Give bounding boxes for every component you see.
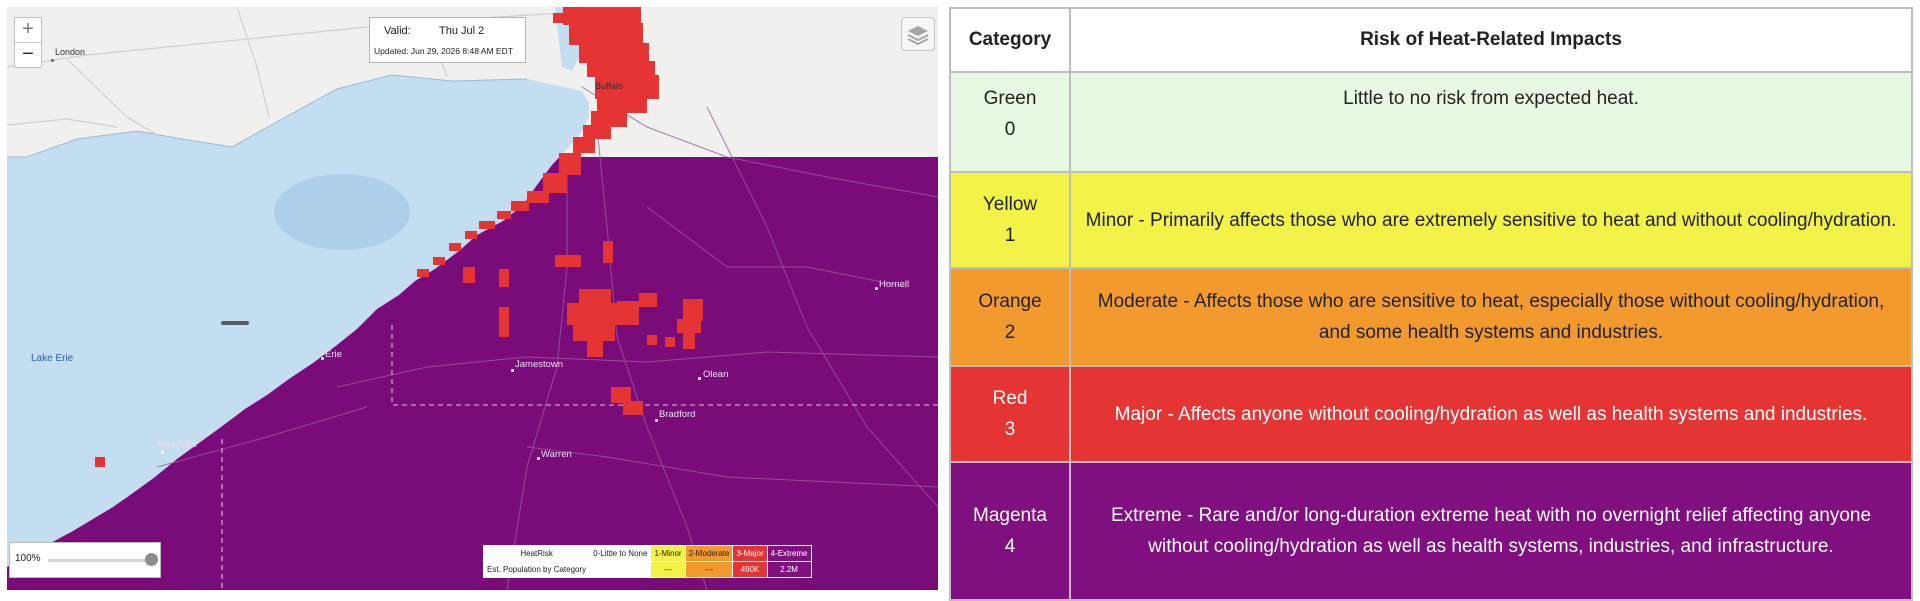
place-hornell: Hornell [879, 279, 910, 290]
city-dot [698, 377, 701, 380]
valid-date-box: Valid: Thu Jul 2 Updated: Jun 29, 2026 8… [369, 17, 526, 63]
city-dot [511, 369, 514, 372]
zoom-control: + − [14, 17, 42, 68]
legend-pop-4: 2.2M [766, 561, 812, 578]
place-london: London [55, 47, 86, 57]
legend-pop-0 [589, 561, 652, 578]
us-roads [156, 86, 938, 590]
category-name: Magenta [973, 505, 1047, 526]
header-category: Category [949, 7, 1071, 73]
map-base-layer [7, 7, 938, 590]
legend-category-row: HeatRisk 0-Little to None 1-Minor 2-Mode… [482, 545, 812, 562]
category-level: 3 [1004, 419, 1016, 440]
city-dot [875, 287, 878, 290]
valid-label: Valid: [384, 25, 411, 37]
category-level: 2 [1004, 322, 1016, 343]
category-cell: Yellow 1 [949, 171, 1071, 269]
legend-pop-3: 490K [732, 561, 768, 578]
heatrisk-legend: HeatRisk 0-Little to None 1-Minor 2-Mode… [482, 545, 812, 578]
risk-description: Minor - Primarily affects those who are … [1069, 171, 1913, 269]
legend-cat-3: 3-Major [732, 545, 768, 562]
major-risk-areas [95, 7, 703, 467]
north-shore [7, 74, 528, 158]
city-dot [51, 59, 54, 62]
state-boundary [221, 325, 938, 590]
opacity-value: 100% [15, 553, 41, 564]
table-header-row: Category Risk of Heat-Related Impacts [949, 7, 1913, 73]
category-cell: Orange 2 [949, 267, 1071, 367]
updated-time: Updated: Jun 29, 2026 8:48 AM EDT [374, 46, 513, 56]
category-name: Orange [978, 291, 1042, 312]
place-buffalo: Buffalo [595, 81, 623, 91]
place-lake-erie: Lake Erie [31, 353, 74, 364]
place-warren: Warren [541, 449, 572, 460]
category-name: Yellow [982, 194, 1038, 215]
legend-cat-0: 0-Little to None [589, 545, 652, 562]
city-dot [321, 357, 324, 360]
legend-population-row: Est. Population by Category --- --- 490K… [482, 561, 812, 578]
zoom-out-button[interactable]: − [15, 42, 41, 67]
category-cell: Magenta 4 [949, 461, 1071, 601]
opacity-handle[interactable] [145, 553, 158, 566]
risk-description: Major - Affects anyone without cooling/h… [1069, 365, 1913, 463]
category-cell: Red 3 [949, 365, 1071, 463]
place-jamestown: Jamestown [515, 359, 564, 370]
place-meadville: Meadville [157, 439, 198, 450]
header-risk: Risk of Heat-Related Impacts [1069, 7, 1913, 73]
lake-erie-water [7, 75, 589, 567]
category-name: Green [983, 88, 1037, 109]
valid-row: Valid: Thu Jul 2 [384, 25, 484, 37]
category-level: 0 [1004, 119, 1016, 140]
risk-description: Little to no risk from expected heat. [1069, 71, 1913, 173]
place-olean: Olean [703, 369, 729, 380]
row-green: Green 0 Little to no risk from expected … [949, 71, 1913, 173]
category-name: Red [992, 388, 1028, 409]
layers-button[interactable] [901, 17, 935, 51]
legend-cat-2: 2-Moderate [684, 545, 734, 562]
place-erie: Erie [325, 349, 342, 360]
row-yellow: Yellow 1 Minor - Primarily affects those… [949, 171, 1913, 269]
valid-date: Thu Jul 2 [439, 25, 485, 37]
opacity-track[interactable] [48, 559, 148, 562]
row-red: Red 3 Major - Affects anyone without coo… [949, 365, 1913, 463]
risk-description: Moderate - Affects those who are sensiti… [1069, 267, 1913, 367]
category-cell: Green 0 [949, 71, 1071, 173]
layers-icon [907, 26, 929, 46]
opacity-slider[interactable]: 100% [9, 542, 161, 578]
scale-marker [221, 321, 249, 325]
lake-shading [274, 174, 410, 250]
legend-title: HeatRisk [482, 545, 591, 562]
risk-description: Extreme - Rare and/or long-duration extr… [1069, 461, 1913, 601]
category-level: 1 [1004, 225, 1016, 246]
heatrisk-category-table: Category Risk of Heat-Related Impacts Gr… [949, 7, 1913, 601]
zoom-in-button[interactable]: + [22, 18, 34, 40]
legend-cat-4: 4-Extreme [766, 545, 812, 562]
heatrisk-map[interactable]: + − Valid: Thu Jul 2 Updated: Jun 29, 20… [7, 7, 938, 590]
city-dot [655, 419, 658, 422]
legend-pop-2: --- [684, 561, 734, 578]
legend-cat-1: 1-Minor [650, 545, 686, 562]
city-dot [161, 451, 164, 454]
row-magenta: Magenta 4 Extreme - Rare and/or long-dur… [949, 461, 1913, 601]
place-bradford: Bradford [659, 409, 696, 420]
category-level: 4 [1004, 536, 1016, 557]
legend-pop-1: --- [650, 561, 686, 578]
city-dot [537, 457, 540, 460]
legend-pop-title: Est. Population by Category [482, 561, 591, 578]
row-orange: Orange 2 Moderate - Affects those who ar… [949, 267, 1913, 367]
